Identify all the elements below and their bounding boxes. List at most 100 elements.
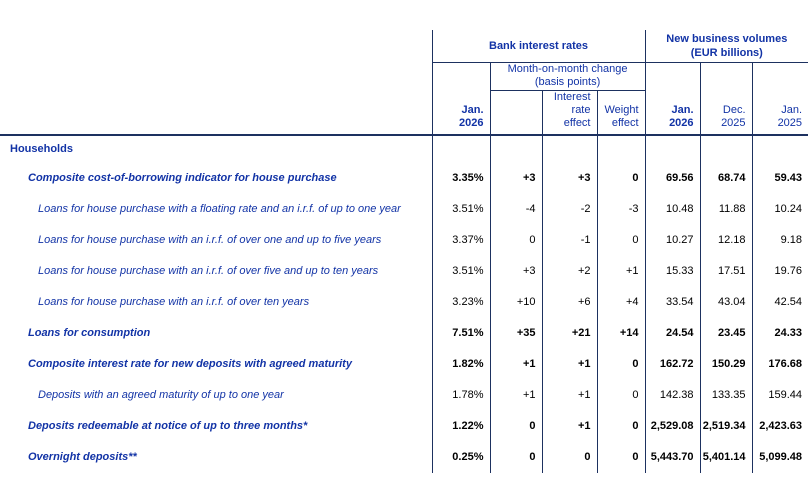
section-row: Households [0, 134, 809, 163]
column-header-interest-rate-effect: Interest rate effect [541, 90, 597, 136]
cell-weight-effect: +4 [596, 286, 646, 318]
cell-weight-effect: +14 [596, 317, 646, 349]
column-header-mom-change [489, 90, 542, 136]
column-header-volume-jan-2025: Jan. 2025 [751, 90, 809, 136]
cell-volume-jan-2025: 5,099.48 [751, 441, 809, 473]
cell-volume-dec-2025: 23.45 [699, 317, 753, 349]
header-new-business-volumes: New business volumes (EUR billions) [644, 30, 809, 63]
cell-volume-jan-2026: 15.33 [644, 255, 701, 287]
cell-volume-jan-2026: 33.54 [644, 286, 701, 318]
row-label: Loans for house purchase with an i.r.f. … [38, 265, 379, 277]
column-header-volume-jan-2026: Jan. 2026 [644, 90, 701, 136]
column-header-rate-jan-2026: Jan. 2026 [431, 90, 490, 136]
cell-volume-dec-2025: 11.88 [699, 193, 753, 225]
cell-interest-rate-effect: +1 [541, 348, 597, 380]
cell-volume-dec-2025: 150.29 [699, 348, 753, 380]
row-label: Overnight deposits** [28, 451, 137, 463]
cell-volume-jan-2026: 69.56 [644, 162, 701, 194]
cell-volume-dec-2025: 68.74 [699, 162, 753, 194]
cell-rate: 7.51% [431, 317, 490, 349]
row-label: Composite interest rate for new deposits… [28, 358, 352, 370]
cell-volume-jan-2025: 176.68 [751, 348, 809, 380]
header-empty-cell [431, 62, 490, 90]
table-row: Deposits redeemable at notice of up to t… [0, 410, 809, 442]
cell-mom-change: +1 [489, 348, 542, 380]
row-label: Composite cost-of-borrowing indicator fo… [28, 172, 337, 184]
cell-weight-effect: 0 [596, 441, 646, 473]
cell-volume-dec-2025: 5,401.14 [699, 441, 753, 473]
cell-mom-change: +1 [489, 379, 542, 411]
cell-weight-effect: 0 [596, 379, 646, 411]
cell-volume-dec-2025: 17.51 [699, 255, 753, 287]
cell-rate: 3.35% [431, 162, 490, 194]
header-spacer [0, 62, 432, 90]
cell-rate: 1.78% [431, 379, 490, 411]
cell-mom-change: 0 [489, 410, 542, 442]
table-row: Deposits with an agreed maturity of up t… [0, 379, 809, 411]
cell-volume-jan-2026: 5,443.70 [644, 441, 701, 473]
row-label: Deposits with an agreed maturity of up t… [38, 389, 284, 401]
row-label: Loans for house purchase with a floating… [38, 203, 401, 215]
cell-rate: 1.82% [431, 348, 490, 380]
cell-volume-jan-2026: 10.27 [644, 224, 701, 256]
table-row: Loans for house purchase with an i.r.f. … [0, 286, 809, 318]
cell-interest-rate-effect: +6 [541, 286, 597, 318]
header-mom-change: Month-on-month change (basis points) [489, 62, 646, 91]
cell-rate: 1.22% [431, 410, 490, 442]
cell-interest-rate-effect: +3 [541, 162, 597, 194]
header-spacer [0, 90, 432, 136]
column-header-volume-dec-2025: Dec. 2025 [699, 90, 753, 136]
table-row: Loans for consumption 7.51% +35 +21 +14 … [0, 317, 809, 349]
row-label: Deposits redeemable at notice of up to t… [28, 420, 308, 432]
table-row: Composite interest rate for new deposits… [0, 348, 809, 380]
cell-interest-rate-effect: 0 [541, 441, 597, 473]
cell-weight-effect: 0 [596, 162, 646, 194]
cell-mom-change: +3 [489, 162, 542, 194]
cell-interest-rate-effect: +2 [541, 255, 597, 287]
cell-interest-rate-effect: +1 [541, 410, 597, 442]
cell-rate: 3.51% [431, 193, 490, 225]
cell-weight-effect: 0 [596, 224, 646, 256]
cell-volume-dec-2025: 133.35 [699, 379, 753, 411]
cell-weight-effect: 0 [596, 410, 646, 442]
cell-volume-jan-2025: 19.76 [751, 255, 809, 287]
table-row: Loans for house purchase with an i.r.f. … [0, 255, 809, 287]
header-group-row: Bank interest rates New business volumes… [0, 30, 809, 63]
cell-volume-jan-2026: 10.48 [644, 193, 701, 225]
row-label: Loans for house purchase with an i.r.f. … [38, 234, 382, 246]
cell-interest-rate-effect: +21 [541, 317, 597, 349]
header-spacer [0, 30, 432, 62]
table-row: Loans for house purchase with a floating… [0, 193, 809, 225]
table-row: Composite cost-of-borrowing indicator fo… [0, 162, 809, 194]
table-row: Overnight deposits** 0.25% 0 0 0 5,443.7… [0, 441, 809, 473]
cell-volume-dec-2025: 2,519.34 [699, 410, 753, 442]
cell-mom-change: -4 [489, 193, 542, 225]
cell-volume-dec-2025: 12.18 [699, 224, 753, 256]
row-label: Loans for house purchase with an i.r.f. … [38, 296, 310, 308]
column-header-weight-effect: Weight effect [596, 90, 646, 136]
cell-volume-jan-2026: 2,529.08 [644, 410, 701, 442]
header-empty-cell [751, 62, 809, 90]
header-subgroup-row: Month-on-month change (basis points) [0, 62, 809, 91]
cell-volume-jan-2025: 9.18 [751, 224, 809, 256]
interest-rates-table: Bank interest rates New business volumes… [0, 30, 809, 473]
cell-mom-change: +10 [489, 286, 542, 318]
cell-weight-effect: +1 [596, 255, 646, 287]
cell-rate: 3.51% [431, 255, 490, 287]
row-label: Loans for consumption [28, 327, 151, 339]
cell-rate: 3.37% [431, 224, 490, 256]
header-empty-cell [699, 62, 753, 90]
cell-volume-jan-2025: 159.44 [751, 379, 809, 411]
header-bank-interest-rates: Bank interest rates [431, 30, 646, 63]
cell-weight-effect: 0 [596, 348, 646, 380]
cell-mom-change: +3 [489, 255, 542, 287]
cell-volume-jan-2026: 142.38 [644, 379, 701, 411]
cell-volume-jan-2025: 59.43 [751, 162, 809, 194]
cell-volume-jan-2026: 24.54 [644, 317, 701, 349]
cell-volume-jan-2026: 162.72 [644, 348, 701, 380]
cell-mom-change: 0 [489, 224, 542, 256]
cell-interest-rate-effect: -1 [541, 224, 597, 256]
cell-volume-dec-2025: 43.04 [699, 286, 753, 318]
cell-interest-rate-effect: -2 [541, 193, 597, 225]
cell-mom-change: +35 [489, 317, 542, 349]
